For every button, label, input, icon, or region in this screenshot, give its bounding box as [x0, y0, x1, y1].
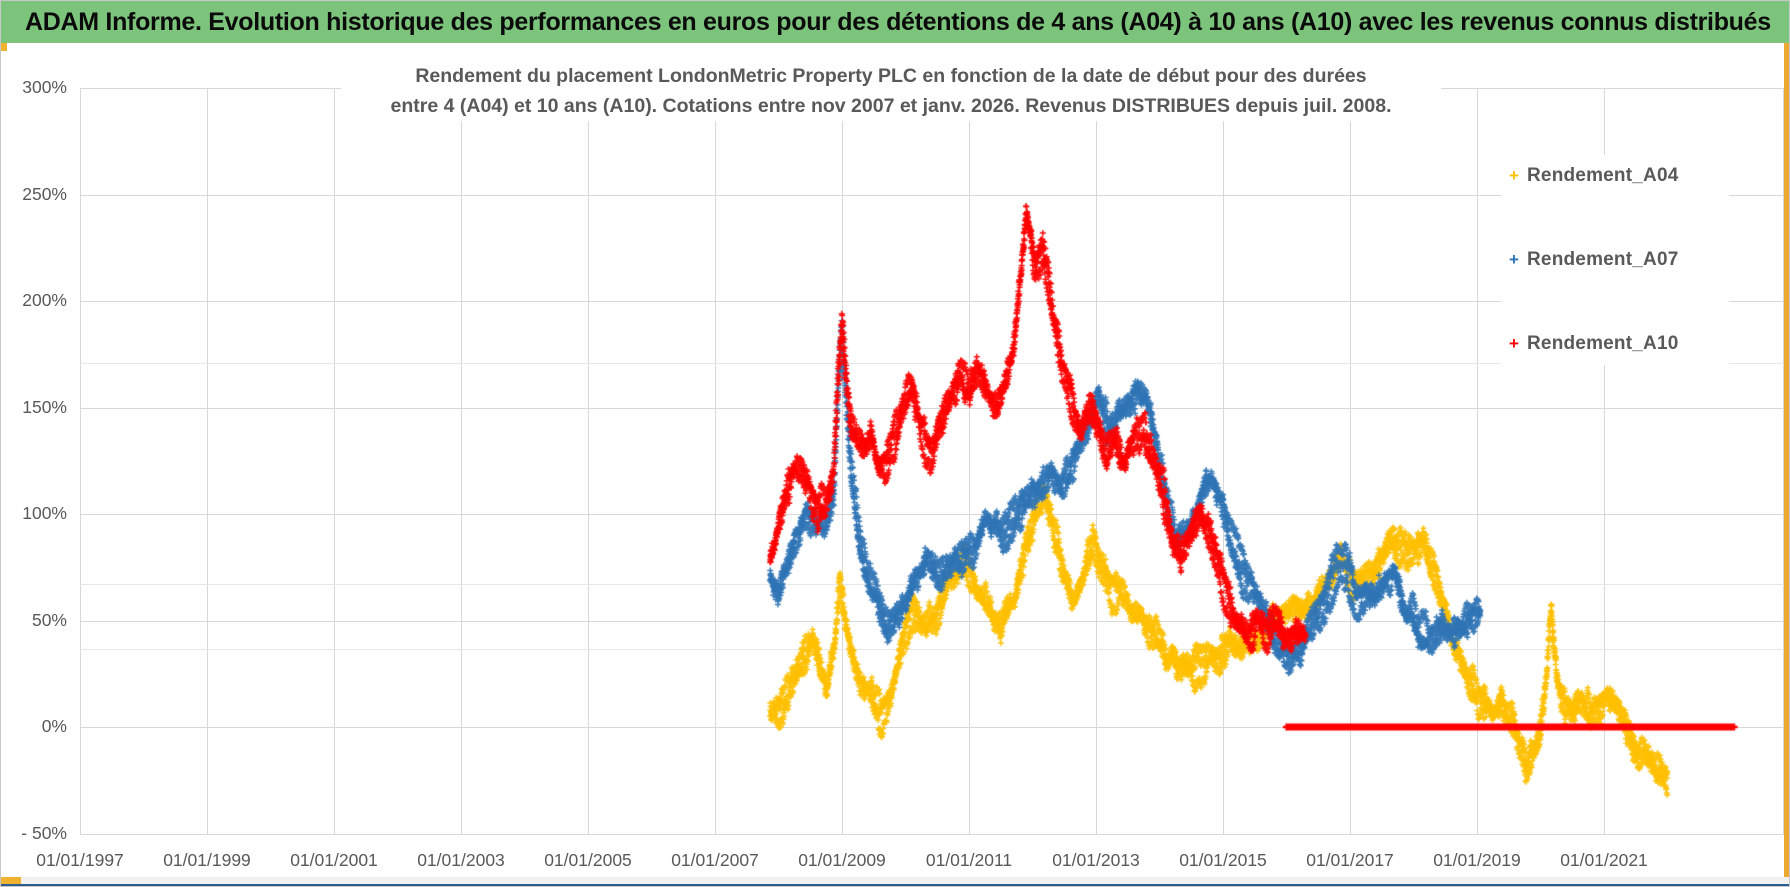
- legend-label: Rendement_A04: [1527, 165, 1679, 186]
- gold-border-bottom-left: [1, 877, 21, 884]
- x-tick-label: 01/01/2005: [544, 850, 632, 870]
- y-tick-label: 0%: [41, 716, 67, 736]
- page-title: ADAM Informe. Evolution historique des p…: [25, 7, 1771, 36]
- legend-label: Rendement_A10: [1527, 333, 1679, 354]
- x-tick-label: 01/01/2019: [1433, 850, 1521, 870]
- legend-label: Rendement_A07: [1527, 249, 1679, 270]
- plot-area: [80, 88, 1784, 835]
- x-tick-label: 01/01/2011: [925, 850, 1013, 870]
- y-tick-label: 300%: [22, 77, 67, 97]
- x-tick-label: 01/01/2021: [1560, 850, 1648, 870]
- x-tick-label: 01/01/2007: [671, 850, 759, 870]
- y-tick-label: 150%: [22, 396, 67, 417]
- legend-item-a07[interactable]: + Rendement_A07: [1501, 243, 1729, 277]
- legend-item-a10[interactable]: + Rendement_A10: [1501, 327, 1729, 361]
- x-tick-label: 01/01/1999: [163, 850, 251, 870]
- plus-marker-icon: +: [1509, 334, 1519, 353]
- x-tick-label: 01/01/2013: [1052, 850, 1140, 870]
- y-tick-label: 250%: [22, 183, 67, 204]
- performance-chart[interactable]: 300% 250% 200% 150% 100% 50% 0% - 50% 01/01/199…: [1, 55, 1786, 877]
- plus-marker-icon: +: [1509, 166, 1519, 185]
- y-tick-label: 50%: [31, 609, 67, 630]
- x-tick-label: 01/01/2001: [290, 850, 378, 870]
- x-tick-label: 01/01/2003: [417, 850, 505, 870]
- scatter-canvas[interactable]: [80, 88, 1784, 834]
- x-tick-label: 01/01/2017: [1306, 850, 1394, 870]
- bottom-window-edge: [1, 884, 1789, 886]
- gridline: [80, 833, 1784, 835]
- gold-border-left: [1, 43, 7, 51]
- chart-title-line2: entre 4 (A04) et 10 ans (A10). Cotations…: [390, 95, 1392, 117]
- bottom-strip: [1, 877, 1789, 884]
- header-bar: ADAM Informe. Evolution historique des p…: [1, 1, 1789, 43]
- plus-marker-icon: +: [1509, 250, 1519, 269]
- x-tick-label: 01/01/1997: [36, 850, 124, 870]
- chart-title: Rendement du placement LondonMetric Prop…: [341, 61, 1441, 121]
- x-tick-label: 01/01/2009: [798, 850, 886, 870]
- y-tick-label: - 50%: [21, 822, 67, 843]
- y-tick-label: 100%: [22, 503, 67, 523]
- y-tick-label: 200%: [22, 290, 67, 310]
- legend-item-a04[interactable]: + Rendement_A04: [1501, 159, 1729, 193]
- x-tick-label: 01/01/2015: [1179, 850, 1267, 870]
- chart-title-line1: Rendement du placement LondonMetric Prop…: [415, 65, 1367, 87]
- chart-legend: + Rendement_A04 + Rendement_A07 + Rendem…: [1501, 155, 1729, 365]
- gold-border-right: [1784, 43, 1789, 884]
